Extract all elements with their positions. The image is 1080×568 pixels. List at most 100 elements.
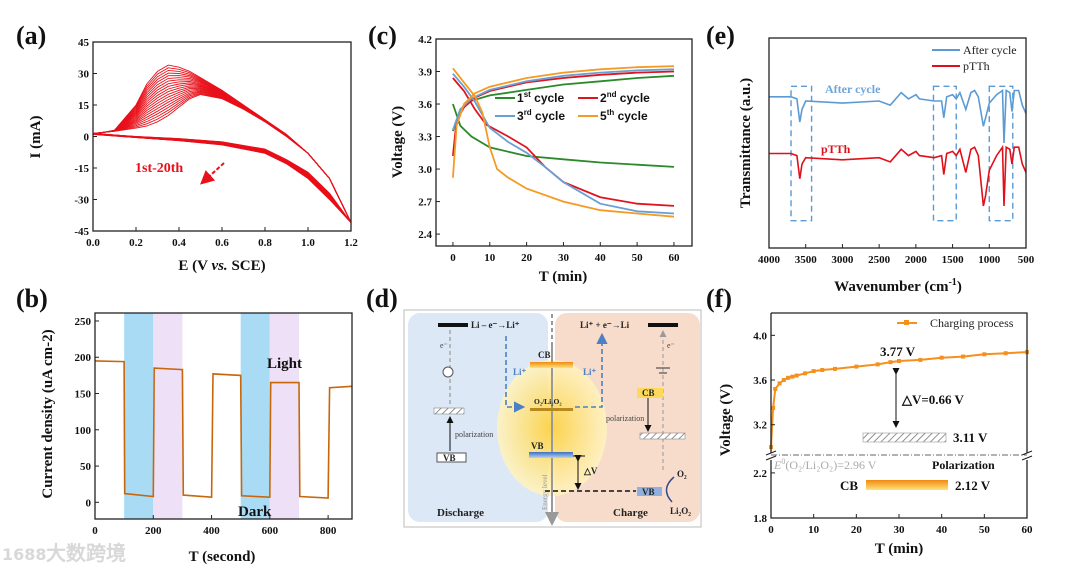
- cv-cycle-curve: [92, 86, 352, 223]
- ftir-curve: [769, 88, 1027, 144]
- chart-f-polarization-level: [862, 432, 947, 443]
- chart-f-polarization-value: 3.11 V: [953, 430, 988, 445]
- chart-c-ytick-label: 2.4: [418, 229, 432, 241]
- cycle-2-discharge-curve: [452, 77, 675, 207]
- chart-f-xtick-label: 50: [979, 524, 991, 536]
- chart-e-ylabel: Transmittance (a.u.): [738, 78, 754, 208]
- vb-label-left: VB: [443, 453, 456, 463]
- chart-f-xtick-label: 30: [894, 524, 906, 536]
- chart-e-xlabel: Wavenumber (cm-1): [834, 277, 962, 295]
- panel-label-f: (f): [706, 284, 732, 313]
- chart-f-delta-label: △V=0.66 V: [901, 392, 965, 407]
- chart-e-xtick-label: 3500: [795, 254, 818, 266]
- chart-f-xlabel: T (min): [875, 541, 923, 557]
- li-electrode-right: [648, 323, 678, 327]
- discharge-label: Discharge: [437, 507, 484, 519]
- chart-a-ytick-label: 45: [78, 37, 90, 49]
- polarization-label-right: polarization: [606, 414, 644, 423]
- chart-e-xlabel-sup: -1: [948, 277, 956, 288]
- photocurrent-curve: [94, 360, 353, 499]
- chart-a-ytick-label: -30: [74, 195, 89, 207]
- chart-c-ytick-label: 3.3: [418, 132, 432, 144]
- watermark-text: 大数跨境: [46, 541, 126, 565]
- legend-num: 3: [517, 109, 524, 123]
- legend-label-cycle-3: 3rd cycle: [517, 108, 565, 123]
- cv-cycle-curve: [92, 77, 352, 223]
- chart-c-ytick-label: 2.7: [418, 197, 432, 209]
- chart-e-legend-pTTh: pTTh: [963, 59, 990, 73]
- chart-b-ytick-label: 150: [75, 389, 92, 401]
- electron-label-right: e⁻: [667, 341, 675, 350]
- legend-num: 5: [600, 109, 607, 123]
- li-ion-right: Li⁺: [583, 367, 597, 377]
- charging-point: [939, 355, 944, 360]
- chart-f-ytick-label: 2.2: [753, 468, 767, 480]
- chart-b-frame: [94, 312, 353, 520]
- delta-v-label: △V: [583, 466, 598, 476]
- chart-f-cb-label: CB: [840, 478, 858, 493]
- vb-label-right: VB: [642, 487, 655, 497]
- chart-e-xtick-label: 3000: [831, 254, 854, 266]
- chart-e-frame: [768, 37, 1027, 249]
- o2-li2o2-label: O₂/Li₂O₂: [534, 397, 562, 406]
- chart-a-xlabel: E (V vs. SCE): [178, 258, 265, 274]
- chart-b-xtick-label: 200: [145, 525, 162, 537]
- legend-sup: rd: [524, 108, 532, 117]
- chart-b-dark-label: Dark: [238, 504, 272, 520]
- chart-f-polarization-label: Polarization: [932, 458, 995, 472]
- chart-a-arrow: [200, 162, 225, 185]
- chart-b-ylabel: Current density (uA cm-2): [40, 329, 56, 498]
- panel-label-b: (b): [16, 284, 48, 313]
- chart-b-xtick-label: 0: [92, 525, 98, 537]
- charging-point: [897, 359, 901, 364]
- chart-b-light-label: Light: [267, 356, 302, 372]
- charging-point: [918, 357, 923, 362]
- charging-point: [771, 405, 776, 410]
- chart-e-ftir: 4000 3500 3000 2500 2000 1500 1000 500 After cy…: [738, 37, 1035, 295]
- ftir-curve: [769, 144, 1027, 207]
- chart-f-xtick-label: 0: [768, 524, 774, 536]
- cb-label-center: CB: [538, 350, 551, 360]
- charging-point: [794, 373, 799, 378]
- chart-a-frame: [92, 41, 352, 232]
- chart-f-ytick-label: 4.0: [753, 330, 767, 342]
- illumination-band-purple: [269, 313, 299, 519]
- light-bulb-icon: [442, 366, 454, 378]
- chart-c-xtick-label: 10: [484, 252, 496, 264]
- charging-point: [811, 369, 816, 374]
- watermark-logo: 1688: [2, 545, 47, 564]
- panel-label-c: (c): [368, 21, 397, 50]
- chart-a-xtick-label: 0.4: [172, 237, 186, 249]
- chart-a-xtick-label: 0.0: [86, 237, 100, 249]
- li-electrode-left: [438, 323, 468, 327]
- chart-a-xtick-label: 1.2: [344, 237, 358, 249]
- chart-b-xlabel: T (second): [189, 549, 256, 565]
- vb-box-right: [637, 487, 662, 496]
- chart-c-xtick-label: 30: [558, 252, 570, 264]
- chart-a-ylabel: I (mA): [28, 116, 44, 159]
- cv-cycle-curve: [92, 81, 352, 223]
- illumination-band-blue: [124, 313, 154, 519]
- charging-point: [803, 371, 808, 376]
- chart-a-cycle-annotation: 1st-20th: [135, 161, 183, 176]
- chart-e-legend-after: After cycle: [963, 43, 1017, 57]
- charging-point: [773, 386, 778, 391]
- chart-e-xtick-label: 4000: [758, 254, 781, 266]
- chart-e-xtick-label: 500: [1018, 254, 1035, 266]
- li-ion-left: Li⁺: [513, 367, 527, 377]
- chart-f-xtick-label: 20: [851, 524, 863, 536]
- polarization-level-right: [639, 432, 686, 440]
- charging-point: [777, 381, 782, 386]
- polarization-label-left: polarization: [455, 430, 493, 439]
- chart-f-cb-value: 2.12 V: [955, 478, 991, 493]
- chart-c-ytick-label: 3.0: [418, 164, 432, 176]
- chart-a-ytick-label: 15: [78, 100, 90, 112]
- illumination-band-blue: [240, 313, 270, 519]
- chart-f-equilibrium-label: E0(O₂/Li₂O₂)=2.96 V: [773, 457, 877, 472]
- cycle-1-discharge-curve: [452, 103, 675, 168]
- charge-reaction: Li⁺ + e⁻→Li: [580, 320, 630, 330]
- legend-text: cycle: [532, 109, 566, 123]
- chart-f-eq-text: (O₂/Li₂O₂)=2.96 V: [785, 458, 876, 472]
- cycle-5-charge-curve: [452, 65, 675, 178]
